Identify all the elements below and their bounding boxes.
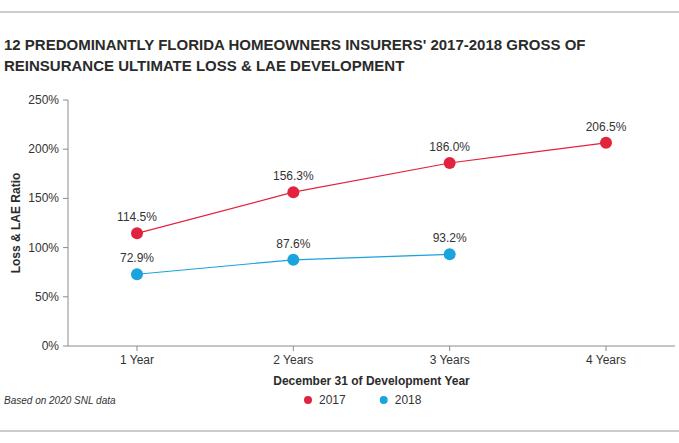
x-axis (68, 346, 675, 347)
x-tick-label: 4 Years (586, 353, 626, 367)
top-rule (0, 12, 679, 13)
y-tick-label: 50% (35, 290, 59, 304)
data-label: 87.6% (276, 237, 310, 251)
legend-swatch (304, 396, 312, 404)
y-tick (63, 296, 68, 297)
x-tick (137, 346, 138, 351)
x-tick-label: 3 Years (430, 353, 470, 367)
data-point (131, 227, 143, 239)
x-tick-label: 2 Years (273, 353, 313, 367)
data-point (131, 268, 143, 280)
data-label: 72.9% (120, 251, 154, 265)
y-tick-label: 200% (28, 142, 59, 156)
legend-swatch (380, 396, 388, 404)
y-tick (63, 149, 68, 150)
y-axis-label: Loss & LAE Ratio (9, 173, 23, 274)
legend-label: 2017 (319, 393, 346, 407)
bottom-rule (0, 431, 679, 432)
legend: 2017 2018 (304, 393, 422, 407)
series-line (137, 254, 450, 274)
y-tick-label: 150% (28, 191, 59, 205)
data-point (444, 248, 456, 260)
data-point (444, 157, 456, 169)
legend-label: 2018 (395, 393, 422, 407)
y-tick (63, 247, 68, 248)
y-axis (68, 100, 69, 346)
data-label: 156.3% (273, 169, 314, 183)
y-tick-label: 250% (28, 93, 59, 107)
series-line (137, 143, 606, 234)
y-tick-label: 0% (42, 339, 60, 353)
y-tick (63, 100, 68, 101)
plot-area (131, 137, 612, 280)
y-tick (63, 346, 68, 347)
x-tick-label: 1 Year (120, 353, 154, 367)
data-label: 206.5% (586, 120, 627, 134)
y-tick-label: 100% (28, 241, 59, 255)
x-axis-label: December 31 of Development Year (273, 374, 470, 388)
x-tick (293, 346, 294, 351)
y-tick (63, 198, 68, 199)
x-tick (606, 346, 607, 351)
title: 12 PREDOMINANTLY FLORIDA HOMEOWNERS INSU… (4, 36, 585, 74)
chart: 12 PREDOMINANTLY FLORIDA HOMEOWNERS INSU… (0, 0, 679, 443)
x-tick (449, 346, 450, 351)
data-point (287, 186, 299, 198)
data-label: 93.2% (433, 231, 467, 245)
data-label: 186.0% (429, 140, 470, 154)
data-point (287, 254, 299, 266)
data-label: 114.5% (117, 210, 157, 224)
source-note: Based on 2020 SNL data (4, 395, 116, 406)
data-labels: 114.5% 156.3% 186.0% 206.5% 72.9% 87.6% 93.2% (117, 120, 627, 265)
data-point (600, 137, 612, 149)
